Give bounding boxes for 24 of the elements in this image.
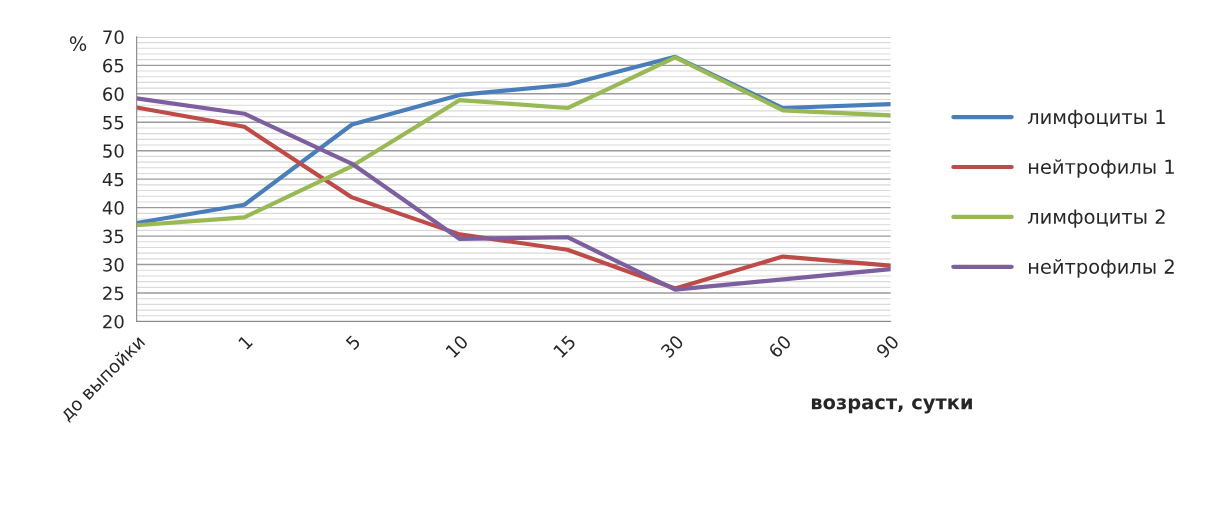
x-tick-label: 1 bbox=[238, 334, 253, 350]
x-tick-label: 10 bbox=[445, 334, 469, 358]
y-tick-label: 65 bbox=[103, 58, 124, 73]
x-axis-title: возраст, сутки bbox=[811, 398, 972, 414]
y-tick-label: 60 bbox=[103, 87, 124, 101]
x-tick-label: 30 bbox=[660, 334, 685, 359]
y-tick-label: 30 bbox=[103, 258, 124, 272]
y-tick-label: 40 bbox=[102, 201, 124, 215]
y-tick-label: 25 bbox=[103, 286, 124, 301]
y-tick-label: 55 bbox=[103, 115, 124, 130]
legend-label: лимфоциты 1 bbox=[1027, 109, 1165, 128]
y-tick-label: 70 bbox=[103, 30, 124, 45]
x-tick-label: 15 bbox=[553, 334, 577, 358]
y-axis-title: % bbox=[69, 36, 87, 52]
legend-label: нейтрофилы 1 bbox=[1028, 159, 1174, 178]
y-tick-label: 35 bbox=[103, 229, 124, 244]
legend-label: лимфоциты 2 bbox=[1027, 209, 1165, 228]
legend-label: нейтрофилы 2 bbox=[1028, 258, 1174, 278]
x-tick-label: 60 bbox=[767, 334, 792, 359]
y-tick-label: 45 bbox=[102, 172, 124, 187]
x-tick-label: 5 bbox=[345, 334, 361, 351]
y-tick-label: 20 bbox=[103, 314, 124, 329]
x-tick-label: 90 bbox=[875, 334, 900, 359]
y-tick-label: 50 bbox=[103, 144, 124, 158]
